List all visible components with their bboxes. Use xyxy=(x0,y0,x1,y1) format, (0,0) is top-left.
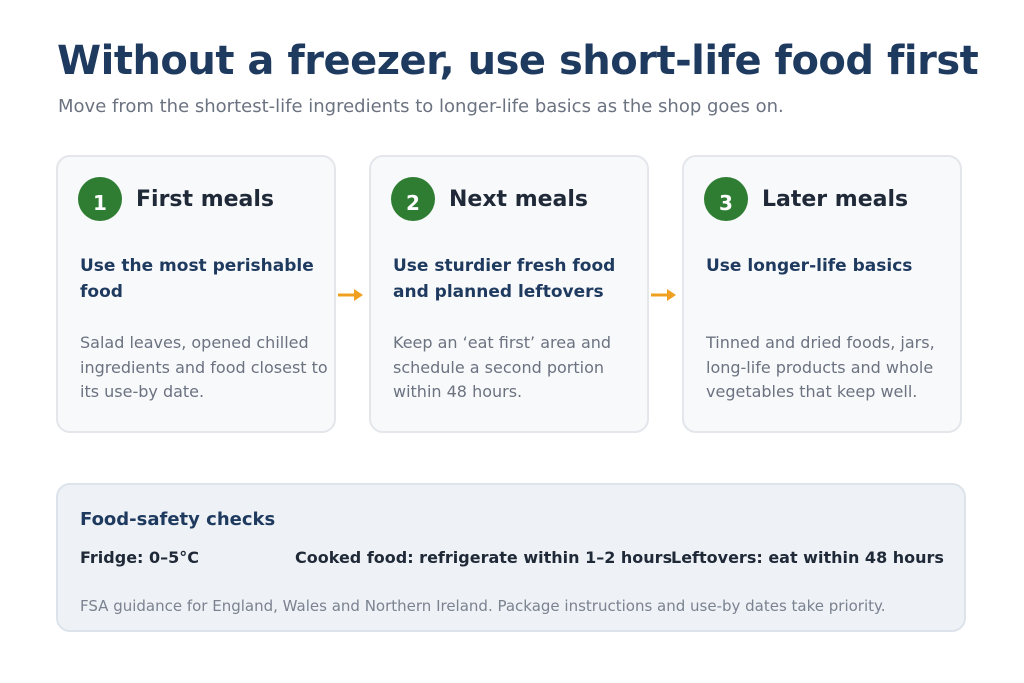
arrow xyxy=(651,289,676,301)
step-summary: Use the most perishable food xyxy=(80,256,314,302)
step-detail: Tinned and dried foods, jars, long-life … xyxy=(706,333,935,401)
step-heading: Next meals xyxy=(449,187,589,212)
safety-item: Fridge: 0–5°C xyxy=(80,548,200,567)
step-number: 2 xyxy=(391,177,435,221)
step-detail: Keep an ‘eat first’ area and schedule a … xyxy=(393,333,612,401)
step-summary: Use longer-life basics xyxy=(706,256,913,276)
step-heading: Later meals xyxy=(762,187,909,212)
safety-item: Cooked food: refrigerate within 1–2 hour… xyxy=(295,548,673,567)
safety-title: Food-safety checks xyxy=(80,509,276,530)
safety-item: Leftovers: eat within 48 hours xyxy=(671,548,944,567)
step-number: 3 xyxy=(704,177,748,221)
step-number: 1 xyxy=(78,177,122,221)
safety-panel: Food-safety checks Fridge: 0–5°C Cooked … xyxy=(56,483,966,632)
step-card: 1 First meals Use the most perishable food… xyxy=(56,155,336,433)
arrow xyxy=(338,289,363,301)
step-detail: Salad leaves, opened chilled ingredients… xyxy=(80,333,328,401)
step-summary: Use sturdier fresh food and planned left… xyxy=(393,256,616,302)
title: Without a freezer, use short-life food f… xyxy=(57,38,979,84)
step-card: 3 Later meals Use longer-life basics Tinned… xyxy=(682,155,962,433)
step-card: 2 Next meals Use sturdier fresh food and p… xyxy=(369,155,649,433)
subtitle: Move from the shortest-life ingredients … xyxy=(58,96,784,117)
step-heading: First meals xyxy=(136,187,275,212)
safety-note: FSA guidance for England, Wales and Nort… xyxy=(80,597,886,615)
